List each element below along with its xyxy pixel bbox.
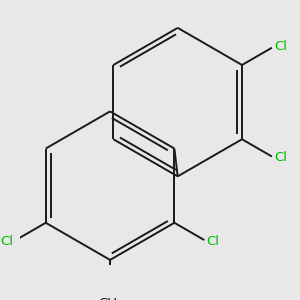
Text: CH₃: CH₃	[98, 297, 122, 300]
Text: Cl: Cl	[274, 40, 287, 53]
Text: Cl: Cl	[1, 235, 13, 248]
Text: Cl: Cl	[274, 151, 287, 164]
Text: Cl: Cl	[206, 235, 220, 248]
